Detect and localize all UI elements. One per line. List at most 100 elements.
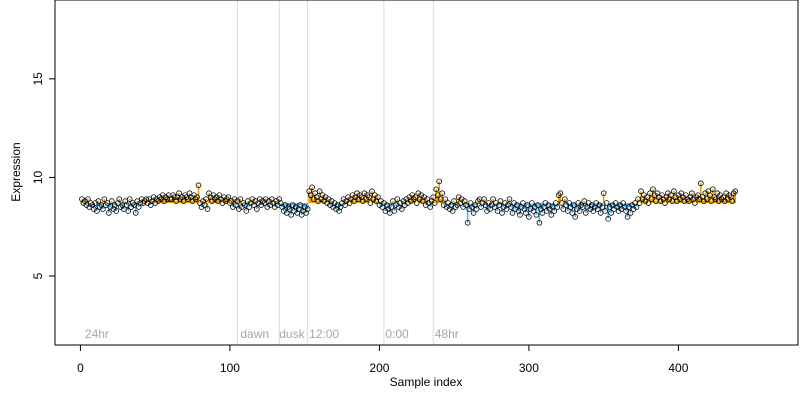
annotation-label: 0:00 [385,327,409,341]
data-point [104,200,111,206]
data-point [570,202,577,208]
data-point [126,196,133,202]
data-point [307,192,314,198]
data-point [557,190,564,197]
data-point [463,202,469,208]
data-point [689,190,695,197]
y-axis-title: Expression [9,142,23,201]
data-point [388,204,395,210]
data-point [624,214,631,220]
x-axis-title: Sample index [390,375,463,389]
data-point [434,192,441,198]
data-point [237,196,244,202]
data-point [451,198,457,204]
annotation-label: 24hr [85,327,109,341]
data-point [602,208,608,214]
data-point [106,210,112,216]
data-point [520,200,526,206]
data-point [195,182,202,189]
data-point [692,200,698,206]
data-point [113,208,120,214]
data-point [597,210,604,216]
data-point [399,206,405,212]
data-point [599,204,605,210]
data-point [564,208,571,214]
data-point [698,180,704,187]
data-point [391,208,398,214]
data-point [100,206,106,212]
data-point [297,202,303,208]
data-point [554,204,561,210]
data-point [671,188,677,195]
data-point [644,194,650,200]
data-point [116,196,123,202]
data-point [394,196,401,202]
data-point [254,206,260,212]
data-point [729,198,736,204]
x-tick-label: 0 [77,361,84,375]
data-point [288,212,295,218]
data-point [448,202,454,208]
data-point [558,200,565,206]
data-point [436,178,443,185]
data-point [569,210,576,216]
data-point [636,200,643,206]
data-point [131,202,138,208]
annotation-label: 48hr [435,327,459,341]
vertical-marker-lines [236,0,434,345]
data-point [442,196,448,202]
series-points [79,178,739,226]
annotation-label: dusk [279,327,305,341]
data-point [194,194,200,200]
data-point [627,210,634,216]
data-point [204,206,211,212]
data-point [180,198,187,204]
data-point [524,202,531,208]
data-point [203,196,209,202]
data-point [316,188,323,195]
data-point [473,206,480,212]
data-point [600,190,607,197]
data-point [125,208,132,214]
data-point [638,188,644,195]
data-point [85,196,91,202]
data-point [709,186,716,193]
data-point [431,200,438,206]
y-tick-label: 15 [31,72,45,86]
data-point [120,206,127,212]
data-point [390,198,396,204]
data-point [94,208,100,214]
data-point [497,198,504,204]
y-tick-label: 10 [31,170,45,184]
data-point [286,206,293,212]
data-point [650,186,656,193]
data-point [576,208,583,214]
data-point [412,194,419,200]
data-point [623,208,629,214]
data-point [581,198,588,204]
data-point [582,210,589,216]
annotation-label: dawn [240,327,269,341]
data-point [123,202,130,208]
y-axis: 5 10 15 [31,72,56,279]
data-point [375,194,381,200]
data-point [572,214,579,220]
phase-annotations: 24hr dawn dusk 12:00 0:00 48hr [85,327,459,341]
data-point [225,194,232,200]
data-point [242,202,248,208]
data-point [529,200,535,206]
data-point [645,200,652,206]
data-point [732,188,739,195]
data-point [167,196,173,202]
data-point [605,216,611,222]
data-point [668,192,674,198]
data-point [470,210,477,216]
data-point [648,196,655,202]
data-point [494,208,501,214]
data-point [366,194,372,200]
data-point [526,214,532,220]
y-tick-label: 5 [31,272,45,279]
data-point [369,188,375,195]
data-point [633,204,640,210]
